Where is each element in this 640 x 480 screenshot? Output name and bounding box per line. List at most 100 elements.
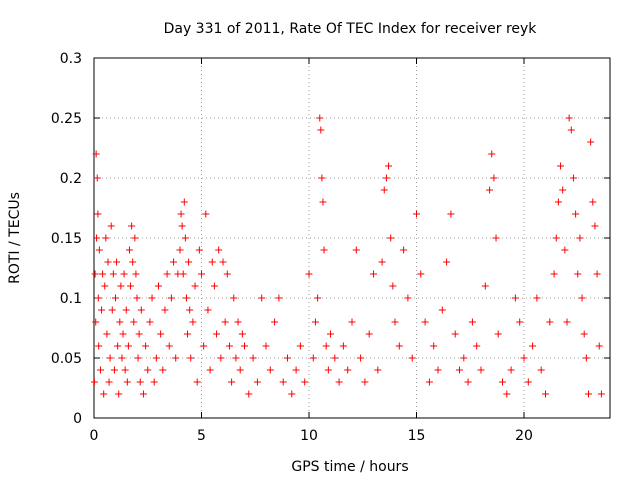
axis-ticks: 0 5 10 15 20 0 0.05 0.1 0.15 0.2 0.25 0.3 <box>51 51 610 444</box>
data-point <box>225 342 233 350</box>
data-point <box>335 378 343 386</box>
data-point <box>100 390 108 398</box>
data-point <box>245 390 253 398</box>
data-point <box>180 198 188 206</box>
data-point <box>110 366 118 374</box>
data-point <box>279 378 287 386</box>
data-point <box>109 270 117 278</box>
data-point <box>552 234 560 242</box>
data-point <box>202 210 210 218</box>
data-point <box>187 354 195 362</box>
data-point <box>421 318 429 326</box>
data-point <box>137 306 145 314</box>
data-point <box>95 246 103 254</box>
x-tick-label: 10 <box>300 428 318 444</box>
x-tick-label: 20 <box>515 428 533 444</box>
data-point <box>331 354 339 362</box>
data-point <box>131 234 139 242</box>
data-point <box>120 270 128 278</box>
data-point <box>221 318 229 326</box>
data-point <box>499 378 506 386</box>
data-point <box>94 294 102 302</box>
data-point <box>324 366 332 374</box>
data-point <box>385 162 393 170</box>
data-point <box>488 150 496 158</box>
data-point <box>557 162 565 170</box>
data-point <box>378 258 386 266</box>
data-point <box>585 390 592 398</box>
data-point <box>96 366 104 374</box>
data-point <box>477 366 485 374</box>
data-point <box>200 342 208 350</box>
data-point <box>451 330 459 338</box>
data-point <box>146 318 154 326</box>
data-point <box>213 330 221 338</box>
data-point <box>322 342 330 350</box>
data-point <box>434 366 442 374</box>
y-axis-label: ROTI / TECUs <box>7 192 23 284</box>
data-point <box>460 354 468 362</box>
data-point <box>357 354 365 362</box>
data-point <box>155 282 162 290</box>
data-point <box>305 270 313 278</box>
y-tick-label: 0.05 <box>51 351 82 367</box>
data-point <box>172 354 180 362</box>
data-point <box>182 294 190 302</box>
data-point <box>404 294 412 302</box>
data-point <box>361 378 369 386</box>
data-point <box>580 330 588 338</box>
data-point <box>177 210 185 218</box>
data-point <box>529 342 537 350</box>
data-point <box>142 342 150 350</box>
data-point <box>574 270 582 278</box>
data-point <box>537 366 545 374</box>
data-point <box>511 294 519 302</box>
data-point <box>425 378 433 386</box>
data-point <box>118 354 126 362</box>
data-point <box>563 318 571 326</box>
data-point <box>184 330 192 338</box>
data-point <box>591 222 599 230</box>
data-point <box>569 174 577 182</box>
data-point <box>206 366 214 374</box>
data-point <box>189 318 197 326</box>
data-point <box>178 222 186 230</box>
data-point <box>121 366 129 374</box>
data-point <box>148 294 156 302</box>
data-point <box>91 270 99 278</box>
data-point <box>236 366 244 374</box>
x-tick-label: 0 <box>90 428 99 444</box>
data-point <box>492 234 500 242</box>
data-point <box>374 366 382 374</box>
data-point <box>115 390 123 398</box>
data-point <box>490 174 498 182</box>
data-point <box>576 234 584 242</box>
data-point <box>481 282 489 290</box>
data-point <box>370 270 377 278</box>
data-point <box>139 390 147 398</box>
data-point <box>258 294 266 302</box>
data-point <box>520 354 528 362</box>
data-point <box>106 354 114 362</box>
data-point <box>119 330 127 338</box>
data-point <box>163 270 171 278</box>
data-point <box>238 330 246 338</box>
data-point <box>176 246 184 254</box>
data-point <box>408 354 416 362</box>
data-point <box>249 354 257 362</box>
data-point <box>210 282 218 290</box>
data-point <box>241 342 248 350</box>
data-point <box>150 378 158 386</box>
data-point <box>198 270 205 278</box>
data-point <box>447 210 455 218</box>
data-point <box>93 174 101 182</box>
data-point <box>473 342 481 350</box>
data-point <box>395 342 403 350</box>
data-point <box>101 282 109 290</box>
data-point <box>165 342 173 350</box>
data-point <box>296 342 304 350</box>
data-point <box>352 246 360 254</box>
data-point <box>572 210 580 218</box>
data-point <box>98 306 106 314</box>
